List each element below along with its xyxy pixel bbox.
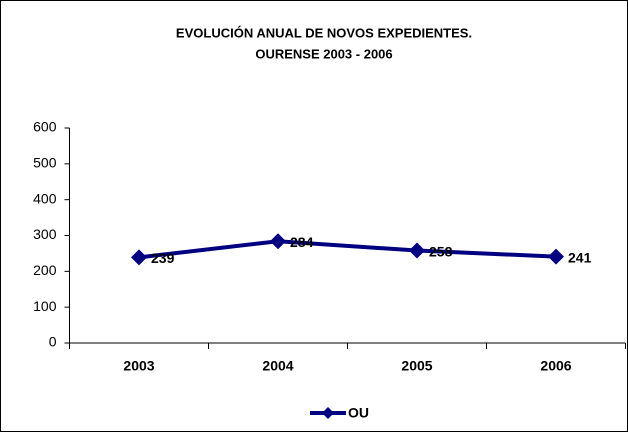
x-tick-label: 2004 xyxy=(262,358,293,374)
x-tick-label: 2005 xyxy=(401,358,432,374)
marker xyxy=(270,233,286,250)
series-line xyxy=(138,239,557,260)
legend-marker xyxy=(322,407,334,419)
data-label: 258 xyxy=(429,243,453,259)
y-tick-label: 200 xyxy=(33,262,57,278)
chart-title: OURENSE 2003 - 2006 xyxy=(255,46,392,61)
x-tick-label: 2003 xyxy=(123,358,154,374)
marker xyxy=(131,249,147,266)
y-tick-label: 600 xyxy=(33,119,57,135)
data-label: 284 xyxy=(290,234,314,250)
chart-title: EVOLUCIÓN ANUAL DE NOVOS EXPEDIENTES. xyxy=(176,25,472,40)
y-tick-label: 100 xyxy=(33,298,57,314)
marker xyxy=(409,242,425,259)
data-label: 239 xyxy=(151,250,175,266)
data-label: 241 xyxy=(568,249,592,265)
marker xyxy=(548,248,564,265)
y-tick-label: 500 xyxy=(33,155,57,171)
x-tick-label: 2006 xyxy=(540,358,571,374)
y-tick-label: 300 xyxy=(33,226,57,242)
y-tick-label: 0 xyxy=(49,334,57,350)
legend-label: OU xyxy=(348,405,369,421)
y-tick-label: 400 xyxy=(33,190,57,206)
